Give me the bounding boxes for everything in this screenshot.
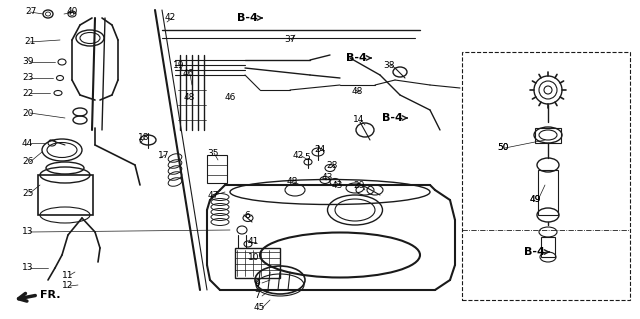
Text: 9: 9 — [254, 278, 260, 287]
Text: 44: 44 — [22, 138, 33, 147]
Text: 20: 20 — [22, 108, 33, 117]
Text: B-4: B-4 — [524, 247, 545, 257]
Text: 42: 42 — [293, 151, 304, 160]
Text: 19: 19 — [173, 61, 184, 70]
Text: 47: 47 — [208, 190, 220, 199]
Text: FR.: FR. — [40, 290, 61, 300]
Text: 23: 23 — [22, 73, 33, 83]
Text: 41: 41 — [248, 238, 259, 247]
Bar — [207, 155, 227, 183]
Text: 5: 5 — [304, 153, 310, 162]
Text: 18: 18 — [138, 133, 150, 143]
Text: 50: 50 — [497, 144, 509, 152]
Text: 40: 40 — [67, 8, 78, 17]
Text: 13: 13 — [22, 263, 33, 272]
Text: 45: 45 — [254, 303, 266, 313]
Text: 28: 28 — [326, 160, 337, 169]
Text: 38: 38 — [383, 61, 394, 70]
Text: 48: 48 — [184, 93, 195, 102]
Bar — [538, 170, 558, 215]
Text: 48: 48 — [352, 87, 364, 97]
Text: 21: 21 — [24, 38, 35, 47]
Text: B-4: B-4 — [346, 53, 367, 63]
Text: B-4: B-4 — [382, 113, 403, 123]
Text: 46: 46 — [183, 70, 195, 78]
Text: 26: 26 — [22, 158, 33, 167]
Text: 37: 37 — [284, 35, 296, 44]
Text: 35: 35 — [207, 149, 218, 158]
Text: 7: 7 — [254, 292, 260, 300]
Text: 14: 14 — [353, 115, 364, 124]
Text: 43: 43 — [322, 174, 333, 182]
Text: 27: 27 — [25, 8, 36, 17]
Text: 46: 46 — [225, 93, 236, 102]
Text: 49: 49 — [530, 196, 541, 204]
Bar — [535, 128, 561, 143]
Text: 48: 48 — [287, 177, 298, 187]
Text: 17: 17 — [158, 151, 170, 160]
Text: 24: 24 — [314, 145, 325, 154]
Text: B-4: B-4 — [237, 13, 258, 23]
Text: 25: 25 — [22, 189, 33, 197]
Text: 10: 10 — [248, 254, 259, 263]
Text: 50: 50 — [497, 144, 509, 152]
Text: 43: 43 — [332, 181, 344, 189]
Bar — [462, 52, 630, 300]
Text: 42: 42 — [165, 13, 176, 23]
Text: 11: 11 — [62, 271, 74, 279]
Text: 6: 6 — [244, 211, 250, 219]
Bar — [235, 248, 280, 278]
Text: 13: 13 — [22, 227, 33, 236]
Text: 39: 39 — [22, 57, 33, 66]
Bar — [541, 237, 555, 257]
Bar — [38, 175, 93, 215]
Text: 12: 12 — [62, 281, 74, 291]
Text: 49: 49 — [530, 196, 541, 204]
Text: 29: 29 — [353, 181, 364, 189]
Text: 22: 22 — [22, 88, 33, 98]
